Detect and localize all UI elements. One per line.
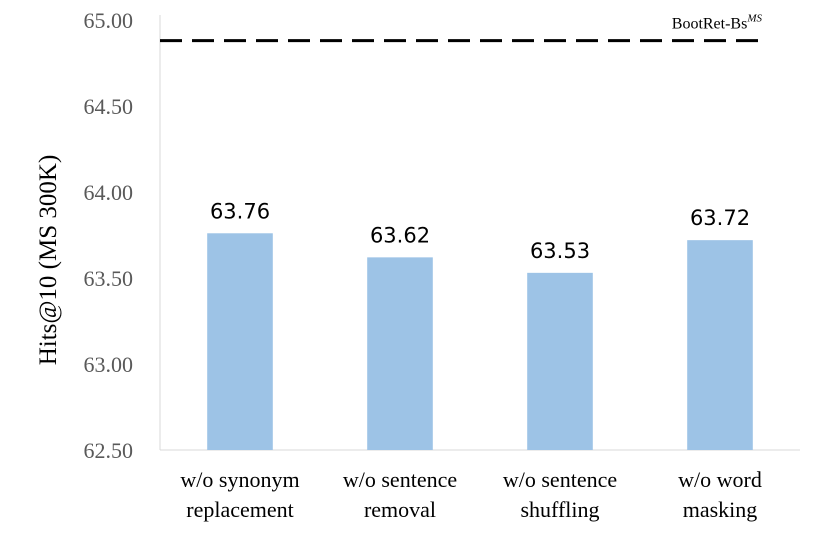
data-label: 63.72 <box>690 206 750 230</box>
y-tick-label: 65.00 <box>84 8 134 33</box>
y-tick-label: 63.50 <box>84 266 134 291</box>
y-tick-label: 63.00 <box>84 352 134 377</box>
category-label: w/o sentence <box>503 467 617 492</box>
y-axis-title: Hits@10 (MS 300K) <box>35 155 62 366</box>
y-tick-label: 64.00 <box>84 180 134 205</box>
category-label: replacement <box>186 497 294 522</box>
category-label: w/o sentence <box>343 467 457 492</box>
bar <box>527 272 593 450</box>
reference-line-label-superscript: MS <box>746 13 762 25</box>
category-label: removal <box>364 497 436 522</box>
bar <box>367 257 433 450</box>
category-label: w/o synonym <box>180 467 299 492</box>
data-label: 63.76 <box>210 199 270 223</box>
category-label: shuffling <box>520 497 599 522</box>
category-label: w/o word <box>678 467 762 492</box>
bar <box>687 240 753 450</box>
reference-line-label-text: BootRet-Bs <box>672 16 748 33</box>
category-labels: w/o synonym replacement w/o sentence remova… <box>180 467 761 522</box>
y-tick-label: 64.50 <box>84 94 134 119</box>
reference-line-label: BootRet-BsMS <box>672 13 763 33</box>
data-label: 63.62 <box>370 223 430 247</box>
category-label: masking <box>683 497 758 522</box>
bar <box>207 233 273 450</box>
bars <box>207 233 753 450</box>
data-label: 63.53 <box>530 239 590 263</box>
y-tick-labels: 62.50 63.00 63.50 64.00 64.50 65.00 <box>84 8 134 463</box>
y-tick-label: 62.50 <box>84 438 134 463</box>
data-labels: 63.76 63.62 63.53 63.72 <box>210 199 750 263</box>
